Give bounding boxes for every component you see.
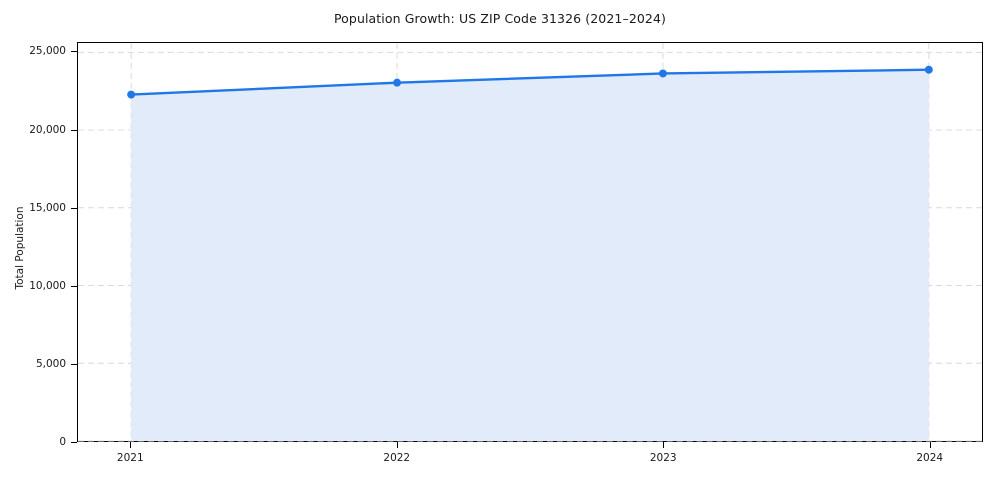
y-axis-tick-marks xyxy=(0,42,77,443)
y-axis-tick-label: 10,000 xyxy=(29,279,66,292)
y-axis-tick-mark xyxy=(71,442,77,443)
x-axis-tick-label: 2021 xyxy=(116,452,144,464)
y-axis-tick-labels: 0 5,000 10,000 15,000 20,000 25,000 xyxy=(0,42,66,448)
data-point-marker[interactable] xyxy=(658,69,667,78)
y-axis-tick-label: 25,000 xyxy=(29,45,66,58)
series-polyline xyxy=(129,68,931,96)
y-axis-tick-mark xyxy=(71,285,77,287)
x-axis-tick-label: 2024 xyxy=(916,452,944,464)
y-axis-tick-mark xyxy=(71,363,77,365)
area-fill xyxy=(131,69,929,441)
x-axis-tick-label: 2022 xyxy=(383,452,411,464)
y-axis-tick-mark xyxy=(71,51,77,53)
x-axis-tick-mark xyxy=(663,442,665,448)
x-axis-tick-mark xyxy=(130,442,132,448)
data-point-marker[interactable] xyxy=(127,90,136,99)
data-point-marker[interactable] xyxy=(393,78,402,87)
x-axis-tick-mark xyxy=(929,442,931,448)
y-axis-tick-mark xyxy=(71,129,77,131)
y-axis-tick-mark xyxy=(71,207,77,209)
x-axis-tick-mark xyxy=(396,442,398,448)
x-axis-tick-labels: 2021 2022 2023 2024 xyxy=(0,452,1000,482)
plot-area xyxy=(77,42,983,442)
data-series-line xyxy=(127,65,933,99)
y-axis-tick-label: 20,000 xyxy=(29,123,66,136)
x-axis-tick-label: 2023 xyxy=(649,452,677,464)
y-axis-tick-label: 5,000 xyxy=(35,357,66,370)
data-point-marker[interactable] xyxy=(924,65,933,74)
chart-title: Population Growth: US ZIP Code 31326 (20… xyxy=(333,11,667,26)
y-axis-tick-label: 0 xyxy=(59,436,66,448)
area-fill-path xyxy=(131,69,929,441)
y-axis-tick-label: 15,000 xyxy=(29,201,66,214)
